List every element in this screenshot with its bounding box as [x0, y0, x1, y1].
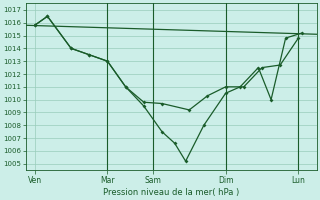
X-axis label: Pression niveau de la mer( hPa ): Pression niveau de la mer( hPa ) [103, 188, 239, 197]
